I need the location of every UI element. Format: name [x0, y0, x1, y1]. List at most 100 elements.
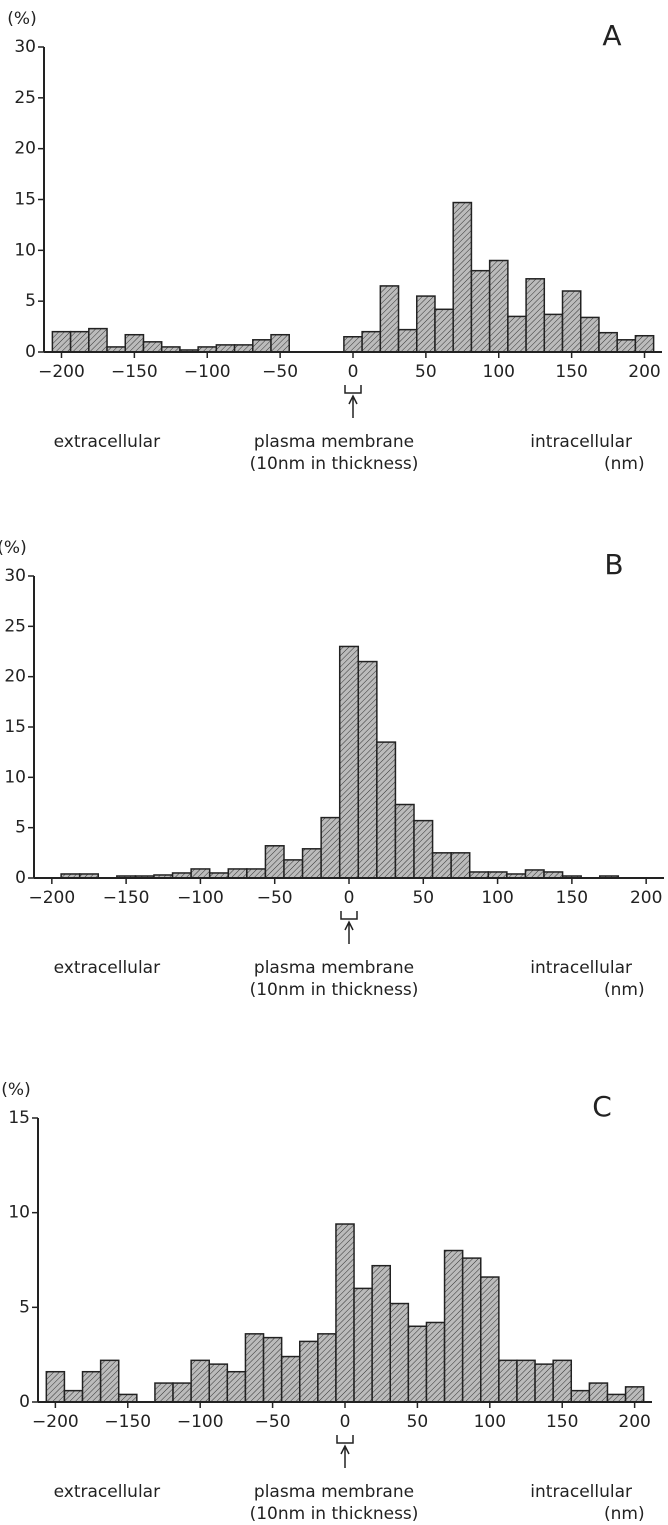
x-tick-label: −200: [32, 1412, 79, 1432]
bar: [353, 1287, 373, 1403]
annotation: (10nm in thickness): [250, 980, 419, 1000]
annotation: intracellular: [530, 432, 632, 452]
y-tick-label: 5: [19, 1297, 30, 1317]
annotation: (10nm in thickness): [250, 454, 419, 474]
x-tick-label: −150: [104, 1412, 151, 1432]
bar: [379, 285, 400, 353]
bar: [561, 290, 582, 353]
annotation: plasma membrane: [254, 1482, 414, 1502]
x-tick-label: 200: [618, 1412, 650, 1432]
bar: [407, 1325, 428, 1403]
x-tick-label: 50: [407, 1412, 429, 1432]
x-tick-label: −150: [103, 888, 150, 908]
bar: [357, 660, 378, 879]
bar: [99, 1359, 120, 1403]
bar: [507, 315, 527, 353]
y-tick-label: 30: [4, 566, 26, 586]
bar: [233, 344, 254, 353]
bar: [394, 803, 415, 879]
x-tick-label: 0: [340, 1412, 351, 1432]
bar: [434, 308, 454, 353]
x-tick-label: −100: [177, 1412, 224, 1432]
bar: [552, 1359, 573, 1403]
bar: [190, 1359, 210, 1403]
bar: [244, 1333, 265, 1403]
panel-label: B: [604, 548, 623, 581]
membrane-bracket: [336, 1435, 354, 1444]
annotation: (nm): [604, 454, 645, 474]
x-tick-label: 100: [474, 1412, 506, 1432]
bar: [570, 1389, 591, 1403]
annotation: plasma membrane: [254, 432, 414, 452]
bar: [371, 1264, 392, 1403]
bar: [142, 341, 163, 353]
y-tick-label: 25: [14, 88, 36, 108]
bar: [283, 859, 304, 879]
bar: [361, 330, 382, 353]
bar: [338, 645, 360, 879]
bar: [45, 1370, 66, 1403]
x-tick-label: 150: [546, 1412, 578, 1432]
x-tick-label: −50: [257, 888, 293, 908]
y-tick-label: 5: [15, 818, 26, 838]
bar: [270, 333, 290, 353]
bar: [498, 1359, 518, 1403]
membrane-arrow: [344, 920, 354, 944]
bar: [425, 1321, 446, 1403]
y-tick-label: 5: [25, 291, 36, 311]
bar: [252, 339, 272, 353]
bar: [389, 1302, 410, 1403]
bar: [320, 816, 341, 879]
bar: [452, 201, 473, 353]
bar: [69, 330, 90, 353]
bar: [301, 848, 322, 879]
annotation: (10nm in thickness): [250, 1504, 419, 1524]
bar: [634, 334, 655, 353]
bar: [598, 331, 618, 353]
bar: [488, 259, 509, 353]
annotation: plasma membrane: [254, 958, 414, 978]
bar: [470, 269, 491, 353]
bar: [543, 313, 564, 353]
bar: [298, 1340, 319, 1403]
bar: [63, 1389, 84, 1403]
x-tick-label: 150: [556, 888, 588, 908]
bar: [154, 1382, 174, 1403]
bar: [246, 868, 267, 879]
y-tick-label: 15: [8, 1108, 30, 1128]
bar: [88, 327, 108, 353]
membrane-arrow: [348, 394, 358, 418]
annotation: extracellular: [54, 432, 160, 452]
bar: [416, 295, 436, 353]
bar: [280, 1355, 301, 1403]
bar: [616, 339, 637, 353]
bar: [343, 336, 363, 353]
y-tick-label: 15: [14, 190, 36, 210]
x-tick-label: 0: [344, 888, 355, 908]
y-axis-label: (%): [1, 1080, 30, 1100]
bar: [264, 845, 285, 879]
bar: [81, 1370, 102, 1403]
x-tick-label: 200: [630, 888, 662, 908]
bar: [461, 1257, 482, 1403]
bar: [525, 278, 546, 353]
membrane-arrow: [340, 1444, 350, 1468]
bar: [443, 1249, 464, 1403]
membrane-bracket: [340, 911, 358, 920]
bar: [190, 868, 211, 879]
annotation: (nm): [604, 1504, 645, 1524]
panel-label: A: [602, 19, 621, 52]
x-tick-label: −50: [255, 1412, 291, 1432]
bar: [534, 1363, 554, 1403]
annotation: extracellular: [54, 958, 160, 978]
bar: [480, 1276, 500, 1403]
bar: [335, 1223, 355, 1403]
bar: [588, 1382, 609, 1403]
x-tick-label: 100: [481, 888, 513, 908]
bar: [215, 344, 236, 353]
bar: [117, 1393, 138, 1403]
bar: [397, 328, 418, 353]
x-tick-label: 200: [628, 362, 660, 382]
bar: [124, 333, 145, 353]
